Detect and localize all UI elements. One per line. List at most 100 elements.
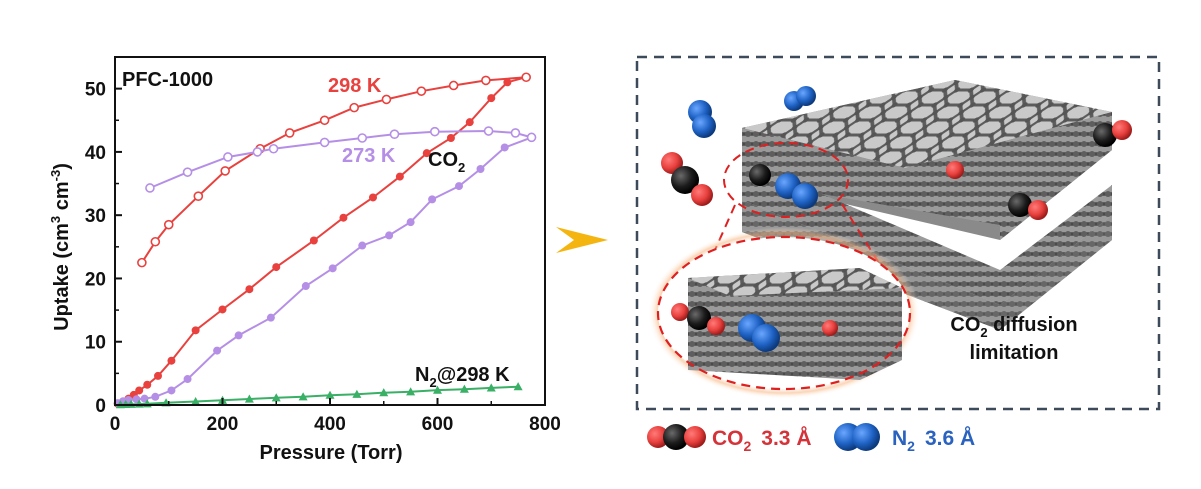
diffusion-caption-line1: CO2 diffusion xyxy=(950,314,1077,340)
data-point xyxy=(213,346,222,355)
data-point xyxy=(191,326,200,335)
data-point xyxy=(513,382,523,391)
data-point xyxy=(339,213,348,222)
y-axis-label-mid: cm xyxy=(51,181,73,215)
legend-n2-label: N2 3.6 Å xyxy=(892,426,975,454)
framework-slab xyxy=(742,80,1132,330)
zoom-region-ellipse xyxy=(723,142,849,218)
data-point xyxy=(487,94,496,103)
data-point xyxy=(325,390,335,399)
data-point xyxy=(191,397,201,406)
data-point xyxy=(268,143,279,154)
y-tick-label: 30 xyxy=(85,206,106,227)
label-n2-main: N xyxy=(415,364,429,386)
data-point xyxy=(150,236,161,247)
label-273k: 273 K xyxy=(342,145,396,167)
data-point xyxy=(137,257,147,268)
label-co2-sub: 2 xyxy=(458,160,465,175)
data-point xyxy=(244,394,254,403)
legend-n2-name: N xyxy=(892,427,907,450)
tick-labels: 0 200 400 600 800 0 10 20 30 40 50 xyxy=(85,80,561,435)
diffusion-caption-co2: CO xyxy=(950,314,980,336)
legend-n2-sub: 2 xyxy=(907,438,915,454)
data-point xyxy=(476,164,485,173)
diffusion-caption-rest: diffusion xyxy=(988,314,1078,336)
data-point xyxy=(406,387,416,396)
y-tick-label: 0 xyxy=(95,396,106,417)
data-point xyxy=(381,94,392,105)
floating-co2-molecule xyxy=(661,152,713,206)
legend-co2-label: CO2 3.3 Å xyxy=(712,426,812,454)
data-point xyxy=(352,389,362,398)
data-point xyxy=(220,166,230,176)
data-point xyxy=(234,331,243,340)
data-point xyxy=(358,241,367,250)
inset-framework xyxy=(671,268,902,380)
data-point xyxy=(252,147,263,157)
data-point xyxy=(145,183,155,193)
data-point xyxy=(486,383,496,392)
data-point xyxy=(182,167,193,177)
data-point xyxy=(298,392,308,401)
data-point xyxy=(163,219,174,230)
label-co2-main: CO xyxy=(428,149,458,171)
label-co2: CO2 xyxy=(428,149,465,175)
data-point xyxy=(369,193,377,202)
data-point xyxy=(395,172,404,181)
x-tick-label: 800 xyxy=(529,414,561,435)
y-axis-label-sup2: -3 xyxy=(48,170,63,182)
x-tick-label: 400 xyxy=(314,414,346,435)
blocked-n2-molecule xyxy=(775,173,818,209)
data-point xyxy=(389,129,400,139)
data-point xyxy=(483,126,494,136)
data-point xyxy=(433,385,442,394)
legend-co2-size: 3.3 Å xyxy=(761,426,811,450)
plot-marks xyxy=(113,72,537,409)
data-point xyxy=(272,263,281,272)
y-axis-label-main: Uptake (cm xyxy=(51,223,73,331)
data-point xyxy=(455,182,463,191)
data-point xyxy=(135,386,144,395)
y-tick-label: 50 xyxy=(85,80,106,101)
legend-n2-molecule-icon xyxy=(834,423,880,451)
schematic-frame xyxy=(635,55,1161,411)
y-axis-label-sup1: 3 xyxy=(48,216,63,223)
data-point xyxy=(459,384,469,393)
series-line xyxy=(149,129,532,189)
x-tick-label: 200 xyxy=(207,414,239,435)
data-point xyxy=(245,285,254,294)
inset-ellipse-outline xyxy=(656,235,912,391)
data-point xyxy=(328,264,337,273)
data-point xyxy=(266,313,275,322)
data-point xyxy=(167,386,176,395)
legend-co2-sub: 2 xyxy=(744,438,752,454)
data-point xyxy=(154,371,162,380)
data-point xyxy=(465,118,474,127)
series-line xyxy=(120,385,519,406)
inset-glow xyxy=(648,227,920,399)
y-axis-label: Uptake (cm3 cm-3) xyxy=(48,163,73,331)
label-298k: 298 K xyxy=(328,75,382,97)
data-point xyxy=(309,236,318,245)
data-point xyxy=(151,392,160,401)
uptake-chart: 0 200 400 600 800 0 10 20 30 40 50 PFC-1000 Pressu… xyxy=(48,56,561,464)
x-tick-label: 600 xyxy=(422,414,454,435)
data-point xyxy=(193,191,204,201)
legend-co2-molecule-icon xyxy=(647,424,706,450)
data-point xyxy=(223,152,233,162)
data-point xyxy=(218,305,227,314)
data-point xyxy=(301,282,310,291)
data-point xyxy=(319,115,330,126)
data-point xyxy=(448,80,459,91)
data-point xyxy=(357,133,368,143)
series-line xyxy=(141,76,527,264)
label-n2: N2@298 K xyxy=(415,364,510,390)
inset-background xyxy=(658,237,910,389)
data-point xyxy=(167,356,176,365)
series-line xyxy=(117,76,527,405)
diffusion-caption-co2-sub: 2 xyxy=(980,325,987,340)
data-point xyxy=(385,231,394,240)
x-tick-label: 0 xyxy=(110,414,121,435)
data-point xyxy=(481,75,491,86)
legend-co2-name: CO xyxy=(712,427,744,450)
